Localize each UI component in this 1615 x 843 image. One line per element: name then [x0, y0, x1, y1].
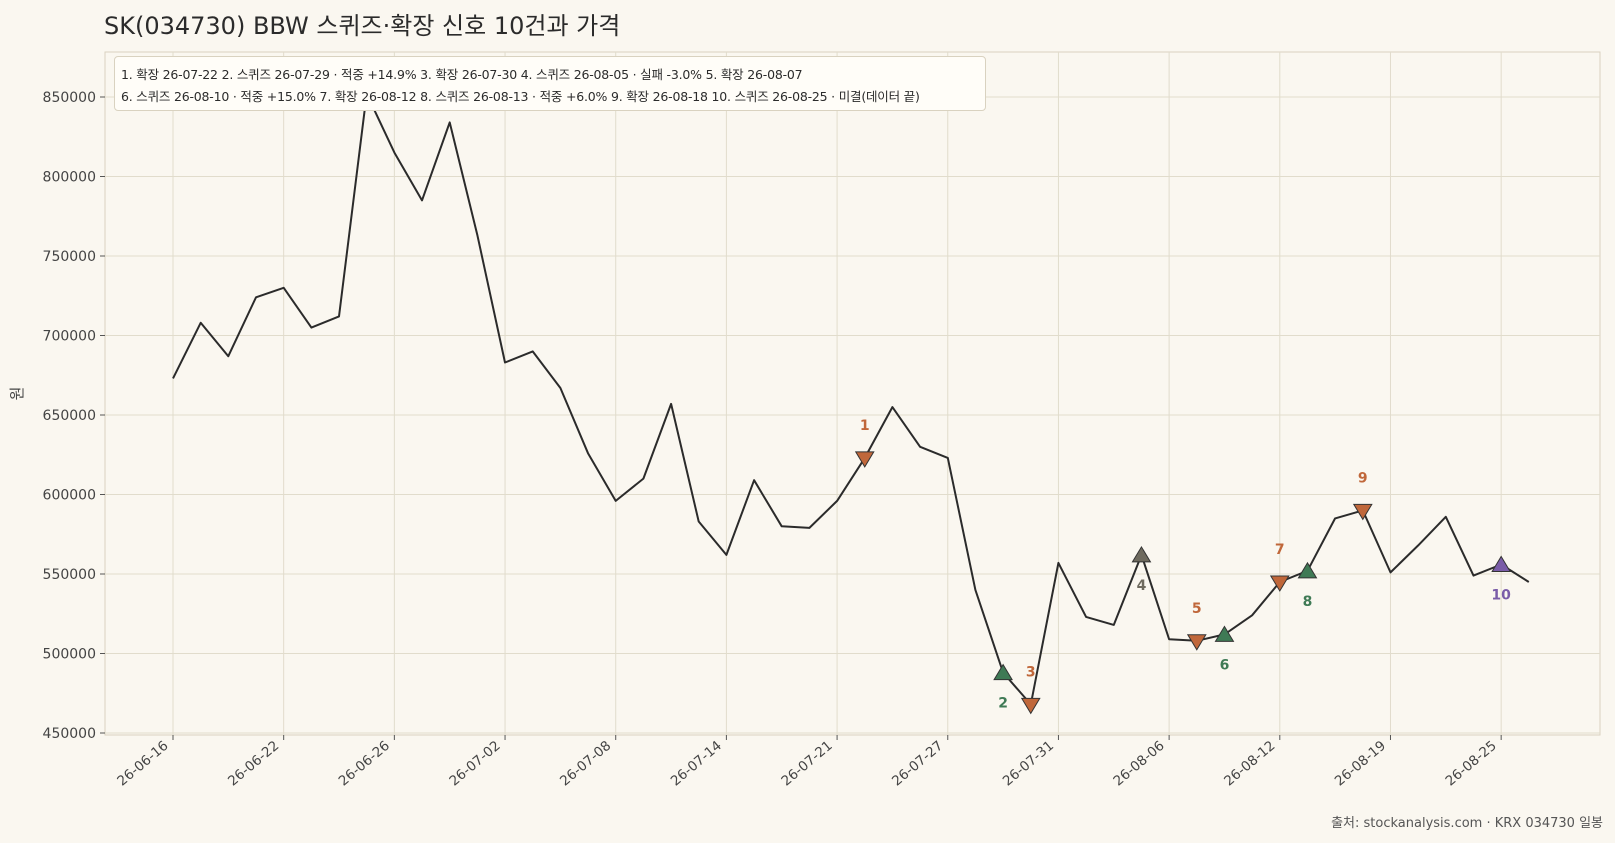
signal-label-9: 9 — [1358, 470, 1368, 486]
x-tick-label: 26-07-27 — [889, 738, 946, 790]
x-tick-label: 26-08-19 — [1332, 738, 1389, 790]
signal-label-4: 4 — [1137, 578, 1147, 594]
signal-label-5: 5 — [1192, 601, 1202, 617]
legend-box: 1. 확장 26-07-22 2. 스퀴즈 26-07-29 · 적중 +14.… — [114, 56, 986, 111]
x-tick-label: 26-08-12 — [1221, 738, 1278, 790]
x-tick-label: 26-07-14 — [668, 738, 725, 790]
signal-marker-10 — [1491, 555, 1512, 572]
plot-frame — [104, 51, 1601, 736]
y-tick-label: 750000 — [43, 249, 96, 265]
signal-label-7: 7 — [1275, 542, 1285, 558]
signal-marker-4 — [1131, 545, 1152, 563]
signal-label-8: 8 — [1303, 594, 1313, 610]
y-tick-label: 700000 — [43, 329, 96, 345]
price-line — [172, 92, 1530, 706]
x-tick-label: 26-07-08 — [557, 738, 614, 790]
signal-label-1: 1 — [860, 418, 870, 434]
x-tick-label: 26-07-31 — [1000, 738, 1057, 790]
source-note: 출처: stockanalysis.com · KRX 034730 일봉 — [1331, 816, 1603, 831]
y-tick-label: 550000 — [43, 567, 96, 583]
y-tick-label: 800000 — [43, 170, 96, 186]
y-tick-label: 600000 — [43, 488, 96, 504]
x-tick-label: 26-08-25 — [1443, 738, 1500, 790]
signal-marker-2 — [993, 663, 1013, 681]
y-axis-label: 원 — [8, 387, 26, 401]
signal-label-6: 6 — [1220, 657, 1230, 673]
signal-label-3: 3 — [1026, 664, 1036, 680]
signal-marker-8 — [1297, 561, 1318, 579]
signal-marker-7 — [1269, 575, 1290, 592]
signal-marker-9 — [1352, 503, 1373, 521]
signal-marker-5 — [1186, 634, 1207, 651]
signal-label-2: 2 — [998, 696, 1008, 712]
signal-marker-1 — [854, 451, 875, 468]
x-tick-label: 26-06-16 — [114, 738, 171, 790]
y-tick-label: 850000 — [43, 90, 96, 106]
x-tick-label: 26-06-26 — [336, 738, 393, 790]
signal-marker-6 — [1214, 625, 1235, 642]
y-tick-label: 650000 — [43, 408, 96, 424]
signal-label-10: 10 — [1491, 587, 1511, 603]
y-tick-label: 450000 — [43, 726, 96, 742]
y-tick-label: 500000 — [43, 647, 96, 663]
x-tick-label: 26-08-06 — [1110, 738, 1167, 790]
legend-line-2: 6. 스퀴즈 26-08-10 · 적중 +15.0% 7. 확장 26-08-… — [121, 89, 920, 104]
x-tick-label: 26-06-22 — [225, 738, 282, 790]
x-tick-label: 26-07-21 — [778, 738, 835, 790]
legend-line-1: 1. 확장 26-07-22 2. 스퀴즈 26-07-29 · 적중 +14.… — [121, 67, 803, 82]
signal-marker-3 — [1020, 697, 1041, 715]
x-tick-label: 26-07-02 — [446, 738, 503, 790]
chart-title: SK(034730) BBW 스퀴즈·확장 신호 10건과 가격 — [104, 12, 621, 40]
